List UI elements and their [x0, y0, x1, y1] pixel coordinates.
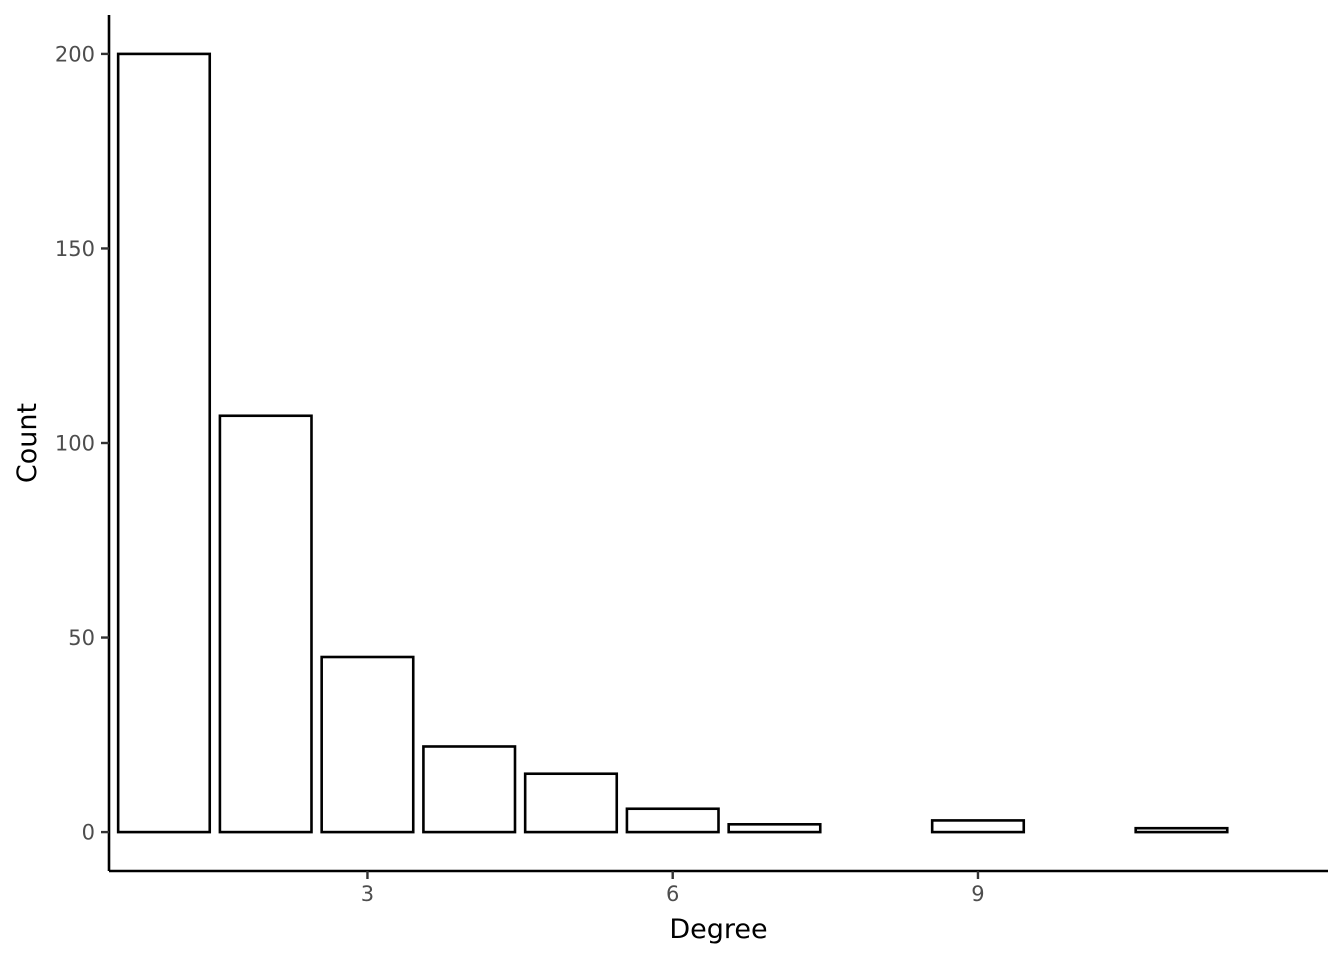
bar-degree-6 — [625, 807, 720, 834]
bar-degree-4 — [422, 745, 517, 834]
x-tick-label-9: 9 — [971, 882, 984, 906]
y-axis-title: Count — [12, 403, 43, 483]
bar-degree-9 — [930, 819, 1026, 834]
y-tick-label-150: 150 — [55, 237, 95, 261]
bar-degree-3 — [320, 655, 415, 834]
bar-degree-5 — [523, 772, 619, 834]
x-tick-label-3: 3 — [361, 882, 374, 906]
bar-degree-7 — [727, 823, 822, 834]
bars-group — [116, 52, 1229, 834]
y-axis-ticks: 0 50 100 150 200 — [55, 42, 109, 845]
x-axis-title: Degree — [669, 914, 767, 945]
x-tick-label-6: 6 — [666, 882, 679, 906]
y-tick-label-50: 50 — [68, 626, 95, 650]
x-axis-ticks: 3 6 9 — [361, 871, 985, 906]
y-tick-label-200: 200 — [55, 42, 95, 66]
y-tick-label-0: 0 — [82, 821, 95, 845]
bar-degree-11 — [1134, 826, 1229, 834]
bar-degree-1 — [116, 52, 212, 834]
y-tick-label-100: 100 — [55, 432, 95, 456]
bar-degree-2 — [218, 414, 313, 834]
